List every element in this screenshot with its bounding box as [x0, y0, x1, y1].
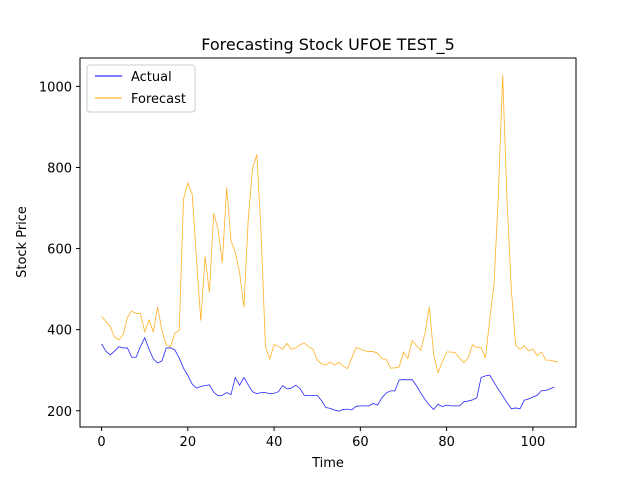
- y-tick-label: 600: [47, 243, 72, 258]
- x-tick-label: 20: [180, 435, 197, 450]
- plot-frame: [79, 57, 577, 428]
- series-line-forecast: [101, 75, 559, 374]
- x-axis-label: Time: [311, 456, 344, 471]
- x-tick-label: 100: [520, 435, 545, 450]
- y-axis-ticks: 200 400 600 800 1000: [39, 80, 80, 420]
- legend-box: [86, 64, 196, 113]
- chart-title: Forecasting Stock UFOE TEST_5: [201, 35, 455, 55]
- legend: Actual Forecast: [86, 64, 196, 113]
- series-line-actual: [101, 336, 555, 412]
- x-tick-label: 60: [352, 435, 369, 450]
- legend-label-actual: Actual: [131, 70, 172, 85]
- y-axis-label: Stock Price: [15, 206, 30, 278]
- series-lines: [101, 75, 559, 412]
- x-tick-label: 80: [438, 435, 455, 450]
- y-tick-label: 1000: [39, 80, 72, 95]
- y-tick-label: 400: [47, 324, 72, 339]
- legend-label-forecast: Forecast: [131, 92, 186, 107]
- plot-area: [80, 58, 576, 427]
- y-tick-label: 800: [47, 161, 72, 176]
- x-tick-label: 0: [97, 435, 105, 450]
- y-tick-label: 200: [47, 405, 72, 420]
- x-tick-label: 40: [266, 435, 283, 450]
- x-axis-ticks: 0 20 40 60 80 100: [97, 427, 545, 450]
